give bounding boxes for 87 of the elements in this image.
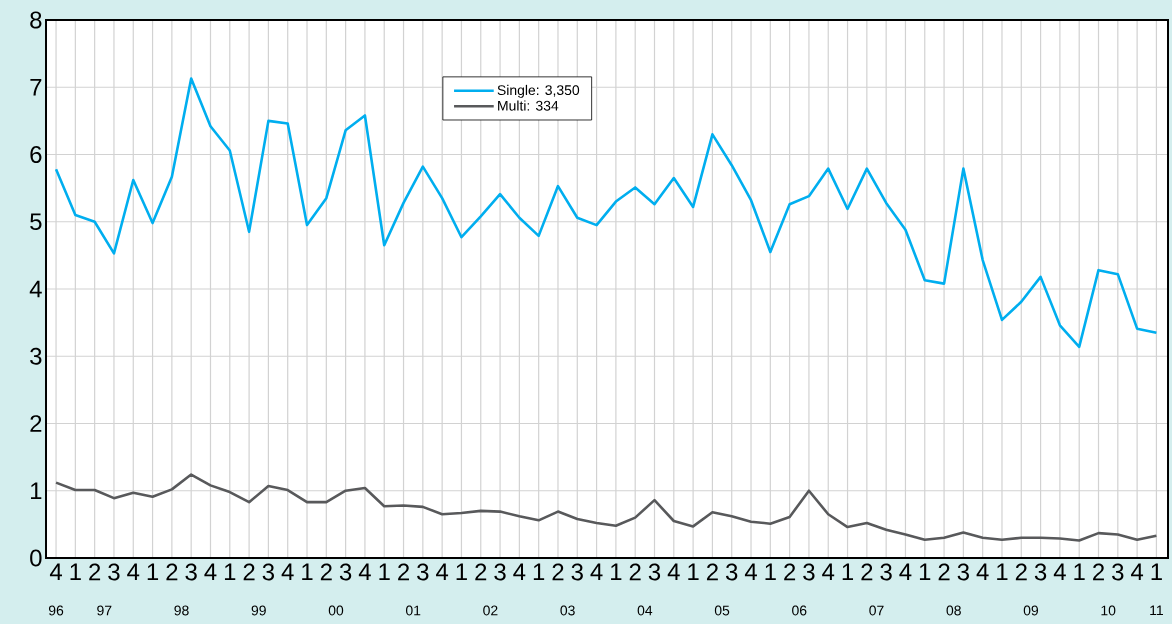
x-tick-label: 4 [899,563,912,580]
y-tick-label: 7 [30,79,42,96]
text: 08 [946,605,961,616]
x-tick-label: 2 [1093,563,1104,581]
x-tick-label: 1 [842,563,854,580]
x-tick-label: 3 [803,563,815,581]
x-tick-label: 2 [166,563,178,581]
legend-label: Single: 3,350 [497,84,580,98]
text: 04 [637,605,653,616]
text: 00 [328,605,344,616]
x-tick-label: 4 [204,563,217,580]
x-tick-label: 2 [243,563,255,581]
x-tick-label: 4 [1053,563,1066,580]
x-tick-label: 4 [590,563,603,580]
x-tick-label: 3 [339,563,352,581]
y-tick-label: 2 [30,415,42,432]
x-tick-label: 2 [398,563,409,581]
text: 98 [174,605,189,616]
x-tick-label: 4 [49,563,62,580]
x-tick-label: 1 [224,563,236,580]
y-tick-label: 3 [30,347,42,365]
line-series [54,473,1158,542]
x-tick-label: 2 [784,563,796,581]
x-tick-label: 2 [552,563,564,581]
x-tick-label: 2 [706,563,718,581]
legend-label: Multi: 334 [498,100,559,111]
text: 96 [48,605,64,616]
x-tick-label: 2 [938,563,950,581]
x-tick-label: 4 [281,563,294,580]
x-tick-label: 4 [513,563,526,580]
x-tick-label: 3 [417,563,429,581]
x-tick-label: 3 [880,563,892,581]
text: 09 [1023,605,1039,616]
text: 11 [1150,605,1163,616]
x-tick-label: 1 [456,563,467,580]
x-tick-label: 2 [629,563,641,581]
x-tick-label: 1 [765,563,776,580]
text: 10 [1101,605,1116,616]
x-tick-label: 4 [127,563,140,580]
x-tick-label: 3 [648,563,661,581]
x-tick-label: 4 [436,563,449,580]
x-tick-label: 4 [744,563,757,580]
x-tick-label: 1 [997,563,1008,580]
x-tick-label: 1 [611,563,622,580]
x-tick-label: 3 [1112,563,1124,581]
x-tick-label: 3 [725,563,738,581]
x-tick-label: 1 [1074,563,1085,580]
x-tick-label: 3 [185,563,197,581]
y-tick-label: 1 [31,482,42,499]
text: 97 [97,605,112,616]
text: 03 [560,605,575,616]
text: 05 [714,605,730,616]
x-tick-label: 3 [571,563,583,581]
x-tick-label: 3 [108,563,120,581]
x-tick-label: 3 [494,563,506,581]
text: 99 [251,605,266,616]
x-tick-label: 4 [822,563,835,580]
x-tick-label: 1 [70,563,81,580]
y-tick-label: 8 [30,11,42,29]
x-tick-label: 4 [667,563,680,580]
x-tick-label: 1 [147,563,159,580]
x-tick-label: 1 [533,563,545,580]
x-tick-label: 3 [1034,563,1047,581]
x-tick-label: 2 [89,563,101,581]
text: 01 [405,605,421,616]
y-tick-label: 4 [29,280,42,298]
x-tick-label: 2 [1015,563,1027,581]
x-tick-label: 1 [302,563,313,580]
x-tick-label: 1 [688,563,699,580]
x-tick-label: 1 [919,563,931,580]
y-tick-label: 6 [30,146,42,163]
x-tick-label: 1 [1151,563,1162,580]
y-tick-label: 0 [30,549,42,567]
x-tick-label: 1 [379,563,390,580]
x-tick-label: 4 [1131,563,1144,580]
text: 02 [483,605,498,616]
line-series [54,77,1158,349]
x-tick-label: 2 [475,563,487,581]
x-tick-label: 4 [976,563,989,580]
x-tick-label: 2 [320,563,332,581]
x-tick-label: 3 [262,563,274,581]
text: 07 [869,605,884,616]
x-tick-label: 2 [861,563,873,581]
text: 06 [792,605,807,616]
x-tick-label: 3 [957,563,969,581]
y-tick-label: 5 [30,213,42,231]
x-tick-label: 4 [358,563,371,580]
